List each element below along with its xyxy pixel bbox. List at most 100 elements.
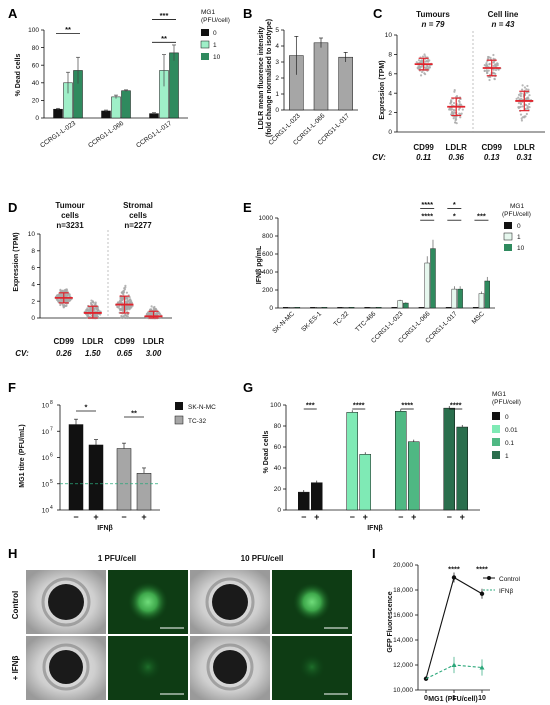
legend-title-line2: (PFU/cell) (502, 211, 531, 218)
y-tick-label: 100 (270, 402, 281, 409)
data-point (525, 88, 528, 91)
y-tick-label: 20,000 (393, 562, 413, 569)
legend-label-0: 0 (505, 414, 509, 421)
data-point (525, 103, 528, 107)
data-point (94, 301, 97, 304)
bar (88, 444, 104, 511)
panel-e: E IFNβ pg/mL 0 200 400 600 800 1000 SK-N-MC SK-… (243, 200, 531, 345)
data-point (452, 112, 455, 116)
y-tick-label: 18,000 (393, 587, 413, 594)
data-point (423, 53, 426, 56)
y-tick-label: 5 (275, 27, 279, 34)
x-tick-label: + (314, 512, 319, 522)
data-point (68, 293, 71, 296)
data-point (128, 308, 131, 311)
data-point (525, 112, 528, 116)
panel-d-n-right: n=2277 (124, 221, 152, 230)
bar (313, 42, 329, 111)
data-point (153, 308, 157, 311)
x-tick-label: TTC-466 (354, 310, 377, 333)
sig-marker: **** (476, 565, 488, 574)
data-point (427, 67, 430, 70)
data-point (125, 314, 128, 318)
cv-value: 0.26 (56, 349, 72, 358)
data-point (453, 90, 456, 93)
cv-value: 0.36 (448, 153, 464, 162)
bar (472, 307, 479, 309)
y-tick-label: 0 (31, 315, 35, 322)
panel-c: C Tumours n = 79 Cell line n = 43 Expres… (372, 6, 545, 162)
legend-label-10: 10 (517, 245, 525, 252)
y-tick-label: 100 (28, 27, 39, 34)
y-tick-label: 0 (269, 305, 273, 312)
panel-d-title-left-1: Tumour (55, 201, 84, 210)
data-point (91, 300, 94, 303)
x-tick-label: − (121, 512, 126, 522)
data-point (124, 300, 128, 303)
panel-c-ylabel: Expression (TPM) (379, 60, 386, 119)
data-point (528, 94, 531, 97)
bar (53, 108, 63, 119)
legend-swatch-1 (503, 232, 513, 241)
data-point (125, 291, 129, 294)
data-point (520, 97, 523, 101)
data-point (483, 69, 486, 72)
x-tick-label: 10 (478, 695, 486, 702)
x-tick-label: 0 (424, 695, 428, 702)
sig-marker: **** (448, 565, 460, 574)
bar (321, 307, 328, 309)
data-point (60, 298, 63, 301)
y-tick-label: 10,000 (393, 687, 413, 694)
data-point (526, 84, 529, 88)
legend-title-line2: (PFU/cell) (201, 17, 230, 24)
data-point (488, 78, 491, 82)
bar (391, 307, 397, 309)
y-tick-label: 8 (31, 248, 35, 255)
data-point (86, 315, 89, 318)
bar (338, 56, 353, 111)
panel-h-row2: + IFNβ (11, 656, 20, 681)
y-tick-label: 16,000 (393, 612, 413, 619)
bar (484, 280, 490, 309)
data-point (122, 314, 126, 318)
legend-label-0: 0 (517, 223, 521, 230)
legend-label-tc32: TC-32 (188, 418, 206, 425)
data-point (119, 300, 122, 303)
panel-d-title-right-1: Stromal (123, 201, 153, 210)
data-point (99, 313, 102, 316)
panel-h-col2: 10 PFU/cell (241, 554, 284, 563)
x-tick-label: CCRG1-L-066 (87, 120, 125, 150)
data-point (452, 101, 456, 105)
y-tick-exponent: 6 (50, 453, 53, 459)
data-point (63, 294, 67, 297)
micrograph-control-1pfu-gfp (108, 570, 188, 634)
panel-c-label: C (373, 6, 383, 21)
x-tick-label: − (447, 512, 452, 522)
legend-swatch-0 (504, 222, 512, 229)
data-point (121, 292, 124, 295)
y-tick-label: 1 (275, 91, 279, 98)
data-point (518, 106, 521, 109)
x-tick-label: − (73, 512, 78, 522)
data-point (458, 103, 462, 106)
data-point (493, 72, 496, 75)
data-point (461, 108, 464, 111)
sig-marker: **** (401, 401, 413, 410)
bar (298, 491, 310, 511)
bar (288, 307, 295, 309)
y-tick-label: 60 (32, 62, 40, 69)
data-point (124, 307, 128, 311)
data-point (418, 64, 421, 68)
data-point (517, 96, 520, 99)
data-point (121, 299, 124, 302)
data-point (526, 105, 529, 108)
panel-a-plot: 0 20 40 60 80 100 CCRG1-L-023 CCRG1-L-066 CCRG1-… (28, 11, 188, 150)
x-tick-label: CCRG1-L-023 (39, 120, 77, 150)
bar (424, 262, 430, 309)
panel-f-legend: SK-N-MC TC-32 (174, 402, 216, 425)
y-tick-label: 0 (35, 115, 39, 122)
y-tick-label: 4 (31, 282, 35, 289)
y-tick-label: 10 (28, 231, 36, 238)
panel-d: D Tumour cells n=3231 Stromal cells n=22… (8, 200, 172, 358)
